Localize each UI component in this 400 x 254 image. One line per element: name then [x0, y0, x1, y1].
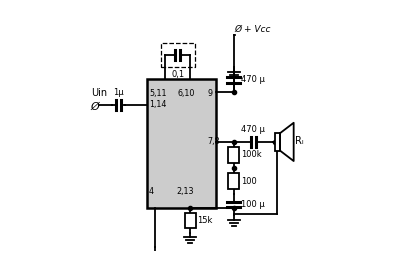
Text: 470 μ: 470 μ: [242, 125, 265, 134]
Text: 100k: 100k: [241, 150, 262, 160]
Text: 9: 9: [208, 89, 212, 98]
Text: Uin: Uin: [91, 88, 107, 99]
Text: 1μ: 1μ: [113, 88, 124, 97]
Text: 2,13: 2,13: [176, 187, 194, 196]
Text: Rₗ: Rₗ: [295, 136, 304, 146]
Text: Ø: Ø: [91, 102, 100, 112]
Text: 4: 4: [149, 187, 154, 196]
Bar: [161, 42, 194, 67]
Text: 100 μ: 100 μ: [241, 200, 265, 209]
Text: Ø + Vcc: Ø + Vcc: [235, 25, 271, 34]
Bar: [274, 133, 280, 151]
Text: 7,8: 7,8: [208, 137, 220, 146]
Bar: [146, 78, 216, 208]
Bar: [228, 147, 239, 163]
Bar: [184, 213, 196, 228]
Text: 6,10: 6,10: [178, 89, 195, 98]
Text: 1,14: 1,14: [149, 100, 166, 109]
Text: 100: 100: [241, 177, 257, 185]
Text: 470 μ: 470 μ: [241, 75, 265, 84]
Text: 0,1: 0,1: [171, 70, 184, 79]
Polygon shape: [280, 123, 294, 161]
Text: 5,11: 5,11: [149, 89, 166, 98]
Text: 15k: 15k: [197, 216, 212, 225]
Bar: [228, 173, 239, 189]
